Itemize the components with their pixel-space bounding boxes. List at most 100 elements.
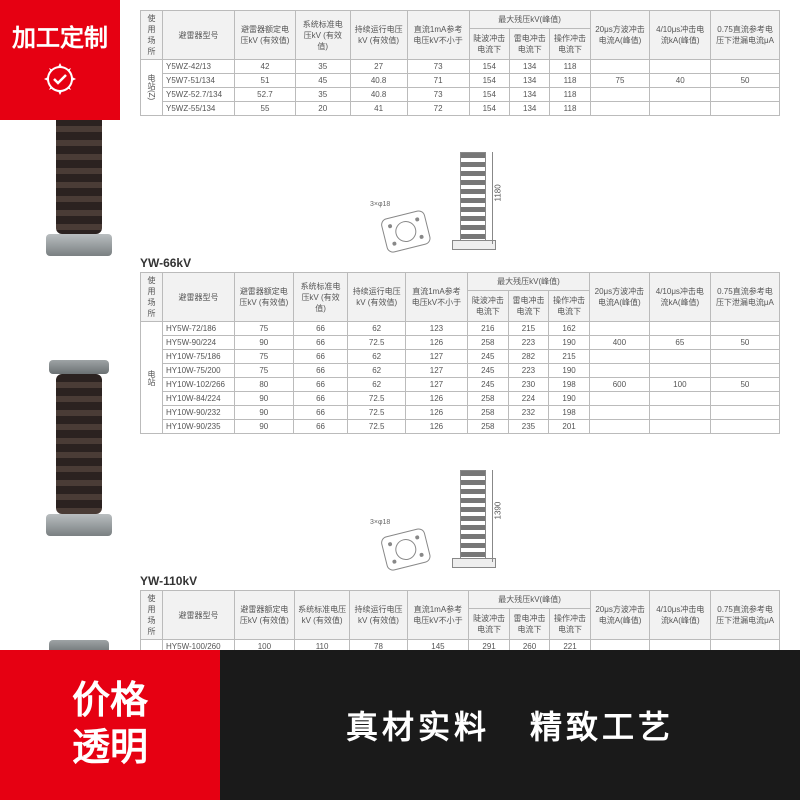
height-dim-label: 1180 <box>494 184 503 201</box>
value-cell: 27 <box>350 60 407 74</box>
badge-custom-processing: 加工定制 <box>0 0 120 120</box>
value-cell: 45 <box>295 74 350 88</box>
value-cell: 216 <box>468 322 509 336</box>
value-cell: 66 <box>293 378 348 392</box>
col-header: 4/10μs冲击电流kA(峰值) <box>649 273 710 322</box>
table-row: 电站HY5W-72/186756662123216215162 <box>141 322 780 336</box>
value-cell: 40 <box>650 74 711 88</box>
value-cell: 75 <box>235 350 294 364</box>
dimension-diagram: 3×φ181390 <box>200 458 780 568</box>
col-header: 最大残压kV(峰值) <box>468 273 590 291</box>
value-cell <box>710 322 779 336</box>
col-header: 避雷器型号 <box>163 591 235 640</box>
value-cell: 134 <box>509 74 549 88</box>
value-cell: 52.7 <box>235 88 296 102</box>
value-cell: 134 <box>509 88 549 102</box>
value-cell: 126 <box>405 406 467 420</box>
value-cell: 50 <box>711 74 780 88</box>
table-row: 电站(Z)Y5WZ-42/1342352773154134118 <box>141 60 780 74</box>
value-cell: 72.5 <box>348 420 405 434</box>
col-header: 雷电冲击电流下 <box>509 609 549 640</box>
model-cell: HY5W-72/186 <box>163 322 235 336</box>
value-cell: 75 <box>235 322 294 336</box>
value-cell: 258 <box>468 336 509 350</box>
arrester-outline-icon <box>460 470 486 562</box>
spec-table: 使用场所避雷器型号避雷器额定电压kV (有效值)系统标准电压kV (有效值)持续… <box>140 10 780 116</box>
tagline-a: 真材实料 <box>346 702 490 748</box>
spec-section: 3×φ181180YW-66kV使用场所避雷器型号避雷器额定电压kV (有效值)… <box>140 140 780 434</box>
value-cell: 66 <box>293 392 348 406</box>
value-cell: 154 <box>469 102 509 116</box>
value-cell: 66 <box>293 322 348 336</box>
value-cell: 90 <box>235 336 294 350</box>
value-cell: 215 <box>508 322 549 336</box>
value-cell: 51 <box>235 74 296 88</box>
value-cell: 118 <box>550 60 590 74</box>
value-cell: 118 <box>550 74 590 88</box>
value-cell: 134 <box>509 102 549 116</box>
value-cell: 72.5 <box>348 406 405 420</box>
model-cell: HY10W-102/266 <box>163 378 235 392</box>
col-header: 使用场所 <box>141 273 163 322</box>
value-cell: 55 <box>235 102 296 116</box>
value-cell: 190 <box>549 392 590 406</box>
model-cell: Y5WZ-55/134 <box>163 102 235 116</box>
col-header: 直流1mA参考电压kV不小于 <box>405 273 467 322</box>
value-cell <box>589 350 649 364</box>
arrester-base-icon <box>452 558 496 568</box>
model-cell: HY10W-84/224 <box>163 392 235 406</box>
value-cell <box>589 322 649 336</box>
col-header: 4/10μs冲击电流kA(峰值) <box>650 11 711 60</box>
table-row: HY10W-75/186756662127245282215 <box>141 350 780 364</box>
model-cell: HY5W-90/224 <box>163 336 235 350</box>
value-cell: 123 <box>405 322 467 336</box>
value-cell: 127 <box>405 378 467 392</box>
value-cell: 127 <box>405 364 467 378</box>
value-cell: 198 <box>549 378 590 392</box>
col-header: 20μs方波冲击电流A(峰值) <box>589 273 649 322</box>
value-cell: 245 <box>468 364 509 378</box>
col-header: 避雷器型号 <box>163 11 235 60</box>
table-row: HY10W-90/232906672.5126258232198 <box>141 406 780 420</box>
value-cell: 65 <box>649 336 710 350</box>
value-cell: 73 <box>407 88 469 102</box>
value-cell <box>711 60 780 74</box>
col-header: 陡波冲击电流下 <box>468 291 509 322</box>
value-cell: 118 <box>550 102 590 116</box>
value-cell: 90 <box>235 392 294 406</box>
value-cell <box>589 420 649 434</box>
table-row: HY5W-90/224906672.51262582231904006550 <box>141 336 780 350</box>
col-header: 陡波冲击电流下 <box>469 609 509 640</box>
value-cell <box>710 406 779 420</box>
bottom-left-l2: 透明 <box>72 725 148 773</box>
value-cell <box>650 60 711 74</box>
value-cell: 245 <box>468 378 509 392</box>
value-cell: 258 <box>468 392 509 406</box>
value-cell: 224 <box>508 392 549 406</box>
plan-hole-label: 3×φ18 <box>370 519 390 526</box>
table-row: HY10W-102/26680666212724523019860010050 <box>141 378 780 392</box>
value-cell: 72.5 <box>348 392 405 406</box>
model-cell: Y5WZ-42/13 <box>163 60 235 74</box>
value-cell: 258 <box>468 420 509 434</box>
col-header: 20μs方波冲击电流A(峰值) <box>590 11 650 60</box>
value-cell: 190 <box>549 336 590 350</box>
section-title: YW-110kV <box>140 574 780 588</box>
usage-label: 电站(Z) <box>141 60 163 116</box>
col-header: 雷电冲击电流下 <box>509 29 549 60</box>
col-header: 陡波冲击电流下 <box>469 29 509 60</box>
value-cell <box>589 364 649 378</box>
col-header: 避雷器额定电压kV (有效值) <box>235 11 296 60</box>
col-header: 持续运行电压kV (有效值) <box>350 11 407 60</box>
value-cell: 126 <box>405 336 467 350</box>
value-cell: 215 <box>549 350 590 364</box>
value-cell: 282 <box>508 350 549 364</box>
value-cell: 35 <box>295 88 350 102</box>
value-cell <box>710 420 779 434</box>
value-cell: 35 <box>295 60 350 74</box>
col-header: 直流1mA参考电压kV不小于 <box>407 591 469 640</box>
usage-label: 电站 <box>141 322 163 434</box>
col-header: 最大残压kV(峰值) <box>469 591 590 609</box>
col-header: 使用场所 <box>141 591 163 640</box>
value-cell <box>710 350 779 364</box>
